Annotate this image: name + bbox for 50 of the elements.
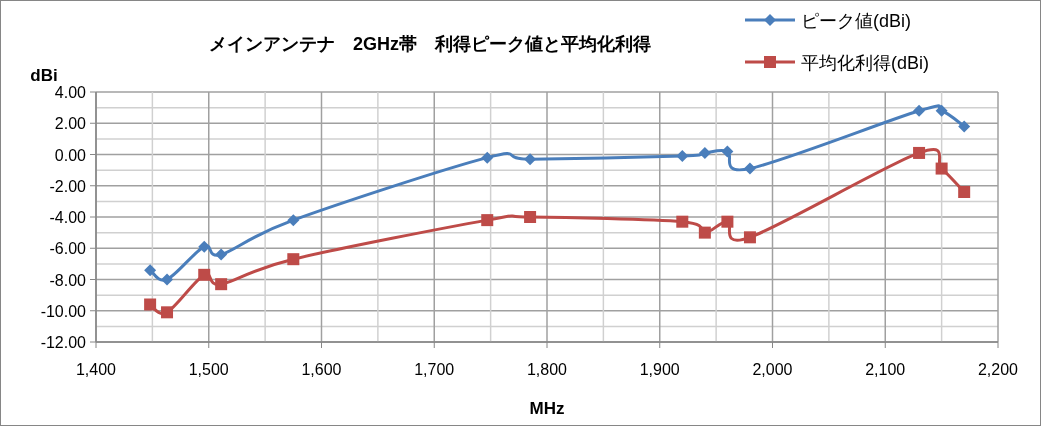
x-tick-label: 2,000	[752, 361, 793, 378]
point	[161, 273, 174, 286]
point	[198, 240, 211, 253]
point	[698, 146, 711, 159]
point	[215, 248, 228, 261]
chart-title: メインアンテナ 2GHz帯 利得ピーク値と平均化利得	[208, 34, 652, 54]
x-tick-label: 1,900	[639, 361, 680, 378]
y-axis-title: dBi	[30, 66, 58, 85]
x-tick-label: 1,400	[75, 361, 117, 378]
y-tick-label: 2.00	[54, 115, 87, 133]
x-tick-label: 1,800	[526, 361, 568, 378]
point	[698, 226, 711, 239]
y-tick-label: -12.00	[40, 334, 87, 351]
point	[144, 298, 157, 311]
point	[481, 214, 494, 227]
legend-label: 平均化利得(dBi)	[801, 53, 930, 73]
point	[743, 231, 756, 244]
point	[287, 214, 300, 227]
point	[676, 150, 689, 163]
point	[287, 253, 300, 266]
x-tick-label: 1,700	[414, 361, 455, 378]
x-tick-label: 1,600	[301, 361, 342, 378]
y-tick-label: -4.00	[49, 209, 87, 226]
point	[958, 120, 971, 133]
point	[913, 104, 926, 117]
point	[721, 215, 734, 228]
x-axis-title: MHz	[529, 399, 565, 418]
point	[935, 104, 948, 117]
point	[144, 264, 157, 277]
point	[958, 186, 971, 198]
point	[524, 211, 537, 223]
y-tick-label: -8.00	[49, 271, 87, 289]
point	[721, 145, 734, 158]
point	[935, 162, 948, 175]
point	[743, 162, 756, 175]
point	[198, 268, 211, 281]
point	[481, 151, 494, 164]
y-tick-label: -10.00	[40, 302, 87, 320]
point	[215, 278, 228, 291]
point	[161, 306, 174, 319]
point	[676, 215, 689, 228]
y-tick-label: -6.00	[49, 240, 87, 258]
y-tick-label: 0.00	[54, 146, 87, 164]
x-tick-label: 1,500	[188, 361, 229, 378]
y-tick-label: -2.00	[49, 177, 87, 195]
x-tick-label: 2,200	[977, 361, 1019, 378]
x-tick-label: 2,100	[865, 361, 906, 378]
y-tick-label: 4.00	[54, 84, 87, 101]
legend-label: ピーク値(dBi)	[801, 11, 912, 31]
point	[913, 146, 926, 159]
